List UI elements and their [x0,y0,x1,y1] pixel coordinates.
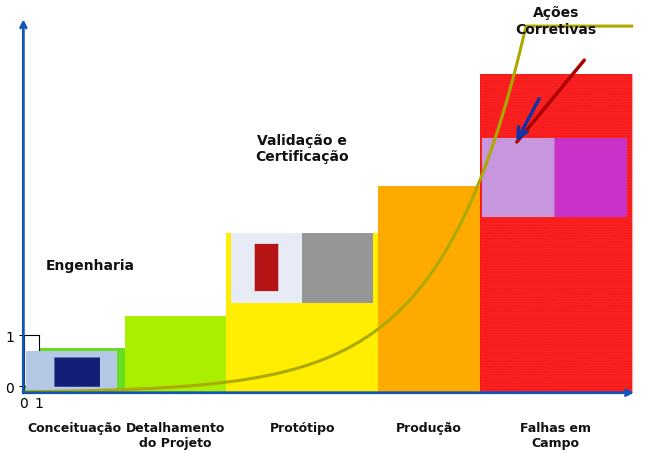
Bar [23,348,125,393]
Bar [378,186,479,393]
Text: Falhas em
Campo: Falhas em Campo [520,422,591,450]
Bar [226,234,378,393]
Text: Protótipo: Protótipo [269,422,335,434]
Text: Validação e
Certificação: Validação e Certificação [255,133,349,164]
Bar [125,317,226,393]
Text: Produção: Produção [396,422,462,434]
Text: Detalhamento
do Projeto: Detalhamento do Projeto [126,422,225,450]
Bar [479,75,632,393]
Text: Ações
Corretivas: Ações Corretivas [515,6,596,37]
Text: Engenharia: Engenharia [46,258,134,272]
Text: Conceituação: Conceituação [27,422,121,434]
Bar [479,75,632,393]
